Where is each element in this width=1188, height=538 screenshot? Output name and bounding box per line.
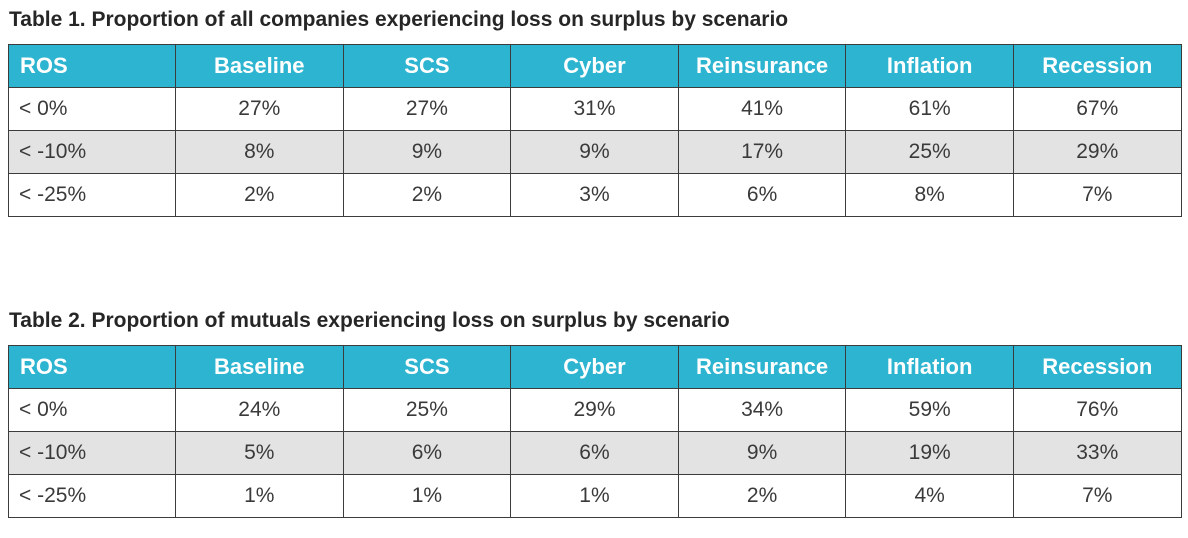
header-recession: Recession <box>1012 345 1182 389</box>
header-baseline: Baseline <box>175 345 344 389</box>
header-inflation: Inflation <box>845 44 1014 88</box>
table-cell: 8% <box>175 130 344 174</box>
header-ros: ROS <box>8 345 176 389</box>
table-cell: 24% <box>175 388 344 432</box>
table-cell: 2% <box>342 173 512 217</box>
table-cell: 3% <box>510 173 679 217</box>
header-scs: SCS <box>342 345 512 389</box>
table-cell: 61% <box>845 87 1014 131</box>
table-cell: 25% <box>342 388 512 432</box>
table-row: < 0% 24% 25% 29% 34% 59% 76% <box>8 388 1182 432</box>
table-header-row: ROS Baseline SCS Cyber Reinsurance Infla… <box>8 345 1182 389</box>
table-2: ROS Baseline SCS Cyber Reinsurance Infla… <box>8 345 1182 518</box>
table-cell: 6% <box>510 431 679 475</box>
header-scs: SCS <box>342 44 512 88</box>
table-row: < -25% 1% 1% 1% 2% 4% 7% <box>8 474 1182 518</box>
table-cell: 27% <box>342 87 512 131</box>
table-cell: 9% <box>342 130 512 174</box>
table-cell: 29% <box>1012 130 1182 174</box>
table-1-title: Table 1. Proportion of all companies exp… <box>9 8 789 31</box>
row-label: < -25% <box>8 173 176 217</box>
row-label: < -25% <box>8 474 176 518</box>
table-2-section: Table 2. Proportion of mutuals experienc… <box>8 305 1182 518</box>
table-cell: 31% <box>510 87 679 131</box>
table-cell: 7% <box>1012 474 1182 518</box>
table-cell: 4% <box>845 474 1014 518</box>
header-reinsurance: Reinsurance <box>677 44 847 88</box>
table-cell: 25% <box>845 130 1014 174</box>
table-cell: 19% <box>845 431 1014 475</box>
table-2-title: Table 2. Proportion of mutuals experienc… <box>9 309 730 332</box>
table-1: ROS Baseline SCS Cyber Reinsurance Infla… <box>8 44 1182 217</box>
table-cell: 2% <box>175 173 344 217</box>
table-cell: 1% <box>175 474 344 518</box>
table-1-section: Table 1. Proportion of all companies exp… <box>8 4 1182 217</box>
table-cell: 9% <box>677 431 847 475</box>
table-cell: 67% <box>1012 87 1182 131</box>
table-cell: 17% <box>677 130 847 174</box>
row-label: < 0% <box>8 388 176 432</box>
header-ros: ROS <box>8 44 176 88</box>
table-cell: 76% <box>1012 388 1182 432</box>
table-cell: 33% <box>1012 431 1182 475</box>
table-cell: 41% <box>677 87 847 131</box>
header-cyber: Cyber <box>510 44 679 88</box>
table-cell: 34% <box>677 388 847 432</box>
table-cell: 5% <box>175 431 344 475</box>
table-cell: 6% <box>342 431 512 475</box>
table-cell: 59% <box>845 388 1014 432</box>
row-label: < 0% <box>8 87 176 131</box>
table-cell: 29% <box>510 388 679 432</box>
header-cyber: Cyber <box>510 345 679 389</box>
table-row: < -10% 5% 6% 6% 9% 19% 33% <box>8 431 1182 475</box>
table-cell: 9% <box>510 130 679 174</box>
table-row: < 0% 27% 27% 31% 41% 61% 67% <box>8 87 1182 131</box>
header-baseline: Baseline <box>175 44 344 88</box>
header-recession: Recession <box>1012 44 1182 88</box>
table-cell: 27% <box>175 87 344 131</box>
table-cell: 8% <box>845 173 1014 217</box>
table-cell: 2% <box>677 474 847 518</box>
table-cell: 6% <box>677 173 847 217</box>
header-reinsurance: Reinsurance <box>677 345 847 389</box>
table-cell: 1% <box>510 474 679 518</box>
table-row: < -25% 2% 2% 3% 6% 8% 7% <box>8 173 1182 217</box>
row-label: < -10% <box>8 431 176 475</box>
table-row: < -10% 8% 9% 9% 17% 25% 29% <box>8 130 1182 174</box>
table-header-row: ROS Baseline SCS Cyber Reinsurance Infla… <box>8 44 1182 88</box>
table-cell: 7% <box>1012 173 1182 217</box>
table-cell: 1% <box>342 474 512 518</box>
row-label: < -10% <box>8 130 176 174</box>
header-inflation: Inflation <box>845 345 1014 389</box>
